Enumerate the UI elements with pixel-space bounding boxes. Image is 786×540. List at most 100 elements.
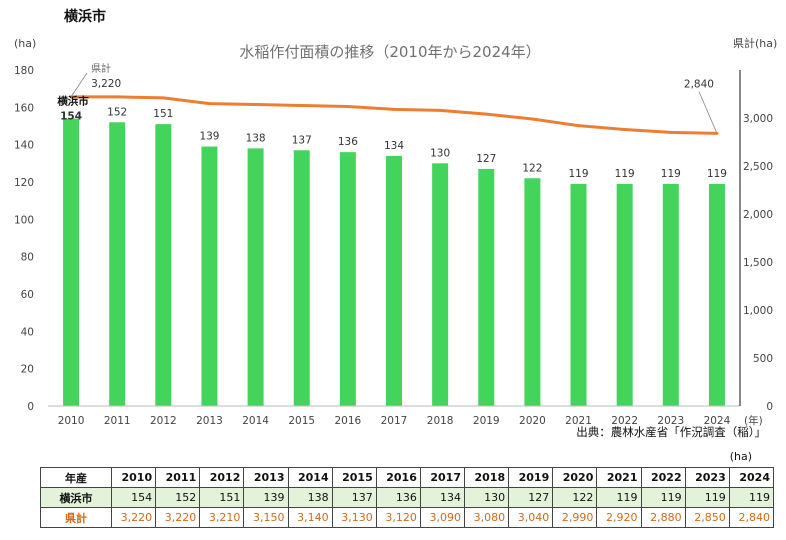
table-row-pref: 県計 3,220 3,220 3,210 3,150 3,140 3,130 3,120 3,… xyxy=(40,507,775,528)
bar xyxy=(708,183,725,406)
table-cell: 2,850 xyxy=(684,507,730,528)
table-year-header: 2011 xyxy=(155,467,201,488)
bar xyxy=(432,163,449,406)
table-cell: 3,080 xyxy=(463,507,510,528)
x-tick-label: 2024 xyxy=(704,415,731,427)
y-right-unit: 県計(ha) xyxy=(733,36,777,50)
x-tick-label: 2014 xyxy=(242,415,269,427)
table-cell: 3,210 xyxy=(199,507,245,528)
y-left-tick-label: 180 xyxy=(14,65,34,77)
x-tick-label: 2023 xyxy=(657,415,684,427)
bar xyxy=(247,148,264,406)
table-cell: 2,880 xyxy=(640,507,686,528)
table-cell: 3,130 xyxy=(331,507,377,528)
bar xyxy=(386,155,402,406)
line-point xyxy=(346,104,350,108)
table-cell: 2,920 xyxy=(596,507,642,528)
callout-leader xyxy=(70,72,88,98)
bar xyxy=(616,183,633,406)
bar-value-label: 130 xyxy=(430,147,450,159)
bar xyxy=(524,178,541,406)
x-tick-label: 2018 xyxy=(427,415,454,427)
table-year-header: 2016 xyxy=(375,467,421,488)
y-right-tick-label: 0 xyxy=(766,401,773,413)
y-right-tick-label: 1,500 xyxy=(743,257,773,269)
y-left-tick-label: 0 xyxy=(27,401,34,413)
line-point xyxy=(161,96,165,100)
table-year-header: 2024 xyxy=(728,467,775,488)
table-cell: 136 xyxy=(375,487,421,508)
y-right-tick-label: 1,000 xyxy=(743,305,773,317)
bar-value-label: 119 xyxy=(661,168,681,180)
bar-value-label: 151 xyxy=(153,108,173,120)
y-left-tick-label: 40 xyxy=(21,326,34,338)
table-cell: 122 xyxy=(552,487,598,508)
table-cell: 119 xyxy=(596,487,642,508)
table-cell: 119 xyxy=(728,487,775,508)
y-right-tick-label: 2,500 xyxy=(743,161,773,173)
source-note: 出典：農林水産省「作況調査（稲）」 xyxy=(576,425,766,439)
x-tick-label: 2012 xyxy=(150,415,177,427)
table-cell: 3,220 xyxy=(155,507,201,528)
x-tick-label: 2015 xyxy=(288,415,315,427)
callout-leader xyxy=(698,91,718,134)
bar-value-label: 154 xyxy=(60,111,82,123)
bar xyxy=(662,183,679,406)
page-heading: 横浜市 xyxy=(64,9,106,25)
bar-value-label: 122 xyxy=(522,162,542,174)
bar xyxy=(293,150,310,406)
table-year-header: 2021 xyxy=(596,467,642,488)
table-cell: 152 xyxy=(155,487,201,508)
table-header-label: 年産 xyxy=(40,467,112,488)
table-year-header: 2020 xyxy=(552,467,598,488)
bar xyxy=(63,118,80,407)
x-tick-label: 2020 xyxy=(519,415,546,427)
bar xyxy=(570,183,587,406)
table-cell: 3,040 xyxy=(508,507,554,528)
x-tick-label: 2011 xyxy=(104,415,131,427)
bar-value-label: 139 xyxy=(199,131,219,143)
table-cell: 3,220 xyxy=(110,507,157,528)
line-last-label: 2,840 xyxy=(684,78,714,90)
line-first-label: 3,220 xyxy=(91,78,121,90)
y-left-unit: (ha) xyxy=(14,37,36,50)
series-label-pref: 県計 xyxy=(91,62,111,75)
table-cell: 151 xyxy=(199,487,245,508)
table-cell: 139 xyxy=(243,487,289,508)
chart-title: 水稲作付面積の推移（2010年から2024年） xyxy=(239,43,540,61)
table-year-header: 2012 xyxy=(199,467,245,488)
line-point xyxy=(530,117,534,121)
y-left-tick-label: 140 xyxy=(14,140,34,152)
table-cell: 154 xyxy=(110,487,157,508)
table-unit: (ha) xyxy=(729,450,752,463)
table-year-header: 2022 xyxy=(640,467,686,488)
bar xyxy=(155,124,172,406)
table-year-header: 2010 xyxy=(110,467,157,488)
line-point xyxy=(392,107,396,111)
table-year-header: 2023 xyxy=(684,467,730,488)
table-cell: 138 xyxy=(287,487,333,508)
line-point xyxy=(577,124,581,128)
line-point xyxy=(300,104,304,108)
bar-value-label: 136 xyxy=(338,136,358,148)
table-cell: 2,840 xyxy=(728,507,775,528)
line-point xyxy=(623,128,627,132)
bar xyxy=(109,122,126,407)
line-point xyxy=(438,108,442,112)
table-cell: 2,990 xyxy=(552,507,598,528)
bar-value-label: 119 xyxy=(707,168,727,180)
bar xyxy=(478,168,495,406)
bar xyxy=(339,152,356,406)
line-point xyxy=(484,112,488,116)
x-tick-label: 2022 xyxy=(611,415,638,427)
table-cell: 119 xyxy=(640,487,686,508)
line-point xyxy=(207,102,211,106)
table-year-header: 2013 xyxy=(243,467,289,488)
bar-value-label: 152 xyxy=(107,106,127,118)
table-cell: 3,090 xyxy=(419,507,466,528)
y-right-tick-label: 3,000 xyxy=(743,113,773,125)
line-point xyxy=(115,95,119,99)
table-cell: 3,140 xyxy=(287,507,333,528)
x-tick-label: 2019 xyxy=(473,415,500,427)
bar-value-label: 127 xyxy=(476,153,496,165)
